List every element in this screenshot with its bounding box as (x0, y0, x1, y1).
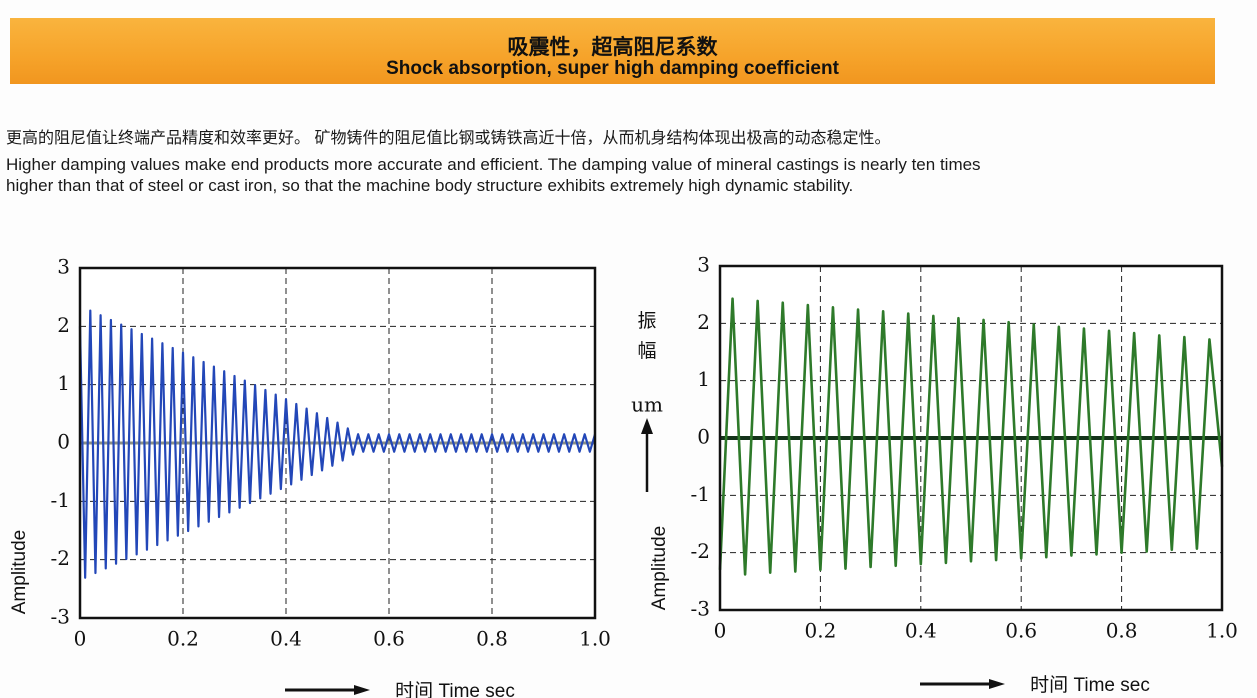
y-axis-label: Amplitude (649, 526, 670, 611)
y-tick-label: -3 (691, 597, 710, 621)
y-axis-unit: um (631, 393, 663, 417)
intro-en: higher than that of steel or cast iron, … (6, 176, 854, 195)
y-tick-label: 1 (57, 371, 70, 395)
data-line (718, 297, 1224, 576)
x-tick-label: 0 (714, 619, 727, 643)
y-tick-label: -3 (51, 605, 70, 629)
y-axis-label: Amplitude (9, 530, 30, 615)
y-tick-label: -1 (691, 482, 710, 506)
y-axis-label-cn: 振 (637, 310, 656, 332)
y-tick-label: -1 (51, 488, 70, 512)
x-tick-label: 0.2 (167, 627, 199, 651)
data-line (78, 309, 597, 579)
x-tick-label: 1.0 (579, 627, 611, 651)
y-tick-label: -2 (691, 539, 710, 563)
y-tick-label: 0 (57, 430, 70, 454)
x-tick-label: 0.4 (905, 619, 937, 643)
y-tick-label: 3 (57, 255, 70, 279)
x-axis-label: 时间 Time sec (395, 680, 515, 698)
y-tick-label: 2 (697, 310, 710, 334)
x-axis-label: 时间 Time sec (1030, 674, 1150, 696)
x-tick-label: 0.4 (270, 627, 302, 651)
intro-en: Higher damping values make end products … (6, 155, 981, 174)
x-tick-label: 0.6 (1005, 619, 1037, 643)
y-tick-label: 0 (697, 425, 710, 449)
plot-border (718, 264, 1224, 612)
y-tick-label: 3 (697, 253, 710, 277)
y-axis-label-cn: 幅 (637, 340, 656, 362)
banner-subtitle: Shock absorption, super high damping coe… (386, 58, 839, 79)
intro-cn: 更高的阻尼值让终端产品精度和效率更好。 矿物铸件的阻尼值比钢或铸铁高近十倍，从而… (6, 130, 891, 147)
x-tick-label: 0 (74, 627, 87, 651)
plot-border (78, 266, 597, 620)
y-tick-label: 1 (697, 367, 710, 391)
banner: 吸震性，超高阻尼系数 Shock absorption, super high … (10, 18, 1215, 84)
y-tick-label: -2 (51, 546, 70, 570)
y-tick-label: 2 (57, 313, 70, 337)
banner-title: 吸震性，超高阻尼系数 (507, 36, 718, 59)
x-arrow-head (989, 679, 1005, 689)
x-tick-label: 0.6 (373, 627, 405, 651)
x-tick-label: 0.8 (476, 627, 508, 651)
x-tick-label: 1.0 (1206, 619, 1238, 643)
x-arrow-head (354, 685, 370, 695)
x-tick-label: 0.2 (804, 619, 836, 643)
x-tick-label: 0.8 (1106, 619, 1138, 643)
y-arrow-head (641, 418, 653, 434)
